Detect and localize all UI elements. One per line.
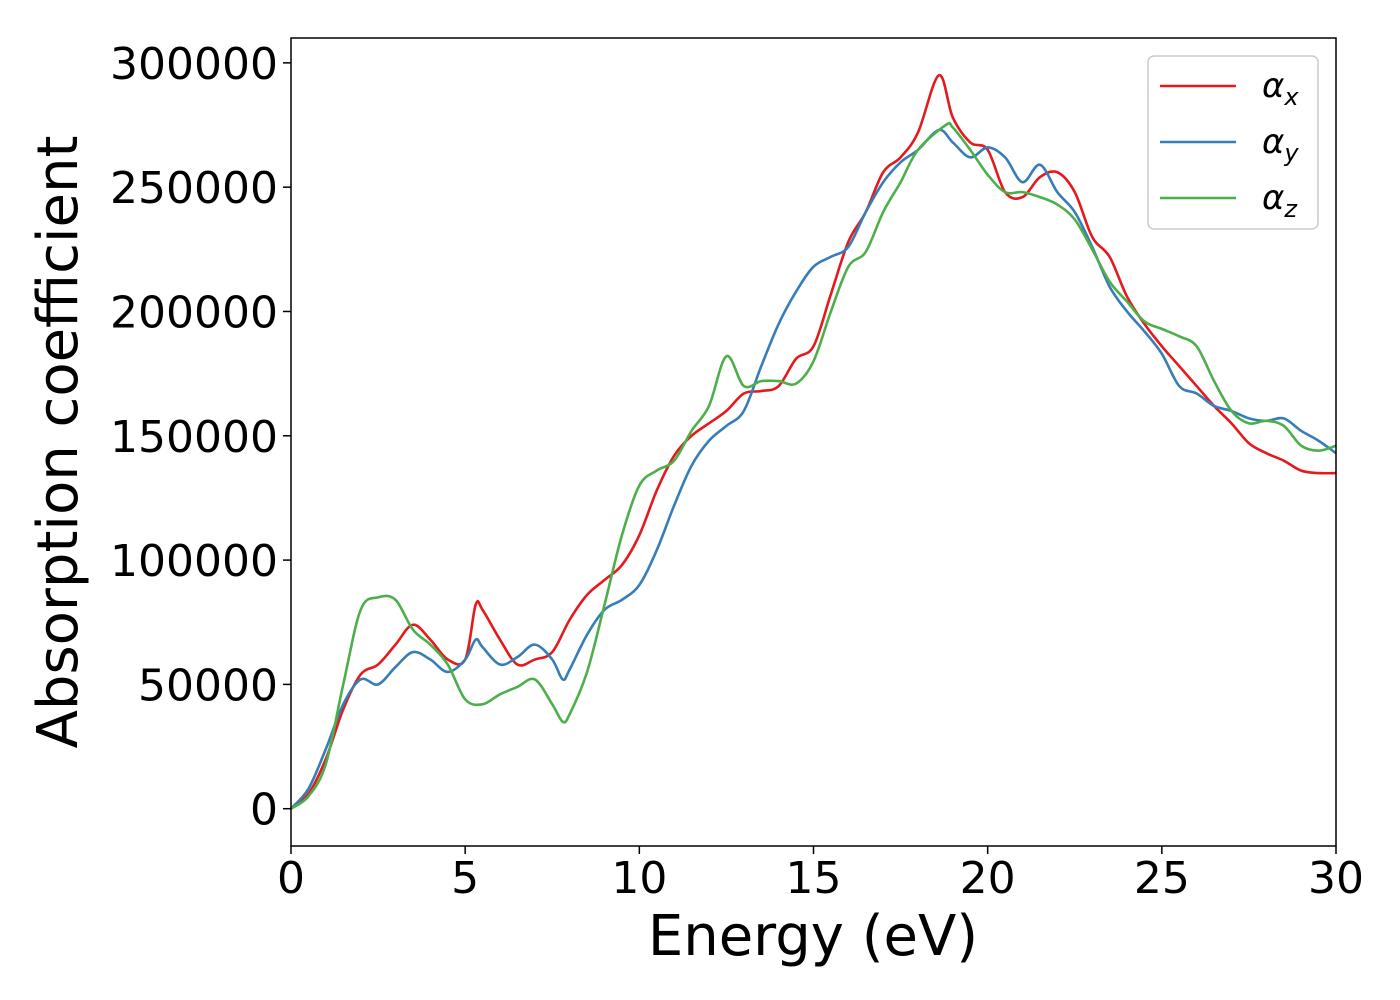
y-tick-label: 150000 xyxy=(110,412,278,463)
x-tick-label: 10 xyxy=(611,853,667,904)
y-tick-label: 200000 xyxy=(110,287,278,338)
series-layer xyxy=(290,73,1337,810)
x-tick-label: 15 xyxy=(786,853,842,904)
series-line-z xyxy=(290,121,1337,810)
legend-label-y: αy xyxy=(1262,122,1299,167)
x-tick-label: 20 xyxy=(960,853,1016,904)
y-tick-label: 0 xyxy=(250,785,278,836)
legend-label-x: αx xyxy=(1262,66,1299,111)
y-tick-label: 250000 xyxy=(110,163,278,214)
x-axis-title: Energy (eV) xyxy=(648,904,978,969)
legend-label-z: αz xyxy=(1262,178,1298,223)
y-axis-title: Absorption coefficient xyxy=(26,136,91,749)
series-line-y xyxy=(290,128,1337,810)
legend: αx αy αz xyxy=(1147,55,1319,230)
x-tick-label: 25 xyxy=(1134,853,1190,904)
x-tick-label: 0 xyxy=(277,853,305,904)
y-tick-label: 300000 xyxy=(110,39,278,90)
x-tick-label: 30 xyxy=(1308,853,1364,904)
y-axis-ticks: 0 50000 100000 150000 200000 250000 300000 xyxy=(110,39,291,836)
y-tick-label: 50000 xyxy=(138,660,278,711)
y-tick-label: 100000 xyxy=(110,536,278,587)
x-tick-label: 5 xyxy=(451,853,479,904)
x-axis-ticks: 0 5 10 15 20 25 30 xyxy=(277,846,1364,904)
